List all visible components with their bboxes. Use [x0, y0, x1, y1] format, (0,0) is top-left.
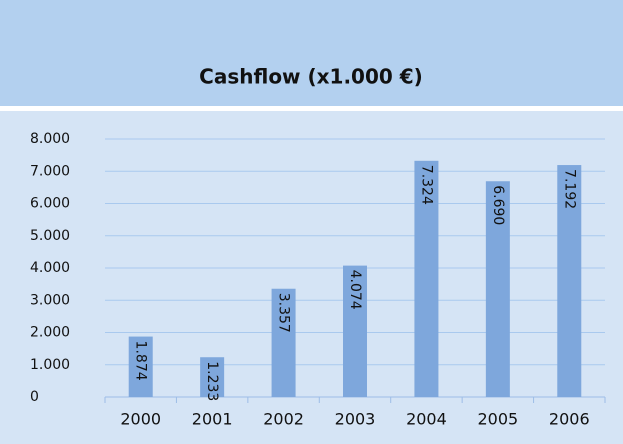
y-tick-label: 4.000 [30, 260, 70, 276]
x-tick-label: 2005 [477, 410, 518, 429]
bar [343, 265, 367, 397]
bar [128, 336, 153, 397]
y-tick-label: 1.000 [30, 357, 70, 373]
y-tick-label: 2.000 [30, 325, 70, 341]
bar [271, 288, 296, 397]
y-tick-label: 3.000 [30, 292, 70, 308]
data-label: 1.874 [133, 341, 149, 381]
data-label: 4.074 [347, 270, 363, 310]
data-label: 7.192 [561, 169, 577, 209]
bar [414, 160, 439, 397]
x-tick-label: 2006 [549, 410, 590, 429]
data-label: 6.690 [490, 185, 506, 225]
bar [485, 181, 510, 397]
data-label: 7.324 [418, 165, 434, 205]
x-tick-label: 2003 [335, 410, 376, 429]
y-tick-label: 0 [30, 389, 39, 405]
plot-background [0, 111, 623, 444]
x-tick-label: 2004 [406, 410, 447, 429]
x-tick-label: 2000 [120, 410, 161, 429]
y-tick-label: 8.000 [30, 131, 70, 147]
data-label: 1.233 [204, 361, 220, 401]
y-tick-label: 6.000 [30, 196, 70, 212]
x-tick-label: 2001 [192, 410, 233, 429]
y-tick-label: 7.000 [30, 163, 70, 179]
x-tick-label: 2002 [263, 410, 304, 429]
data-label: 3.357 [276, 293, 292, 333]
bar [200, 357, 225, 397]
y-tick-label: 5.000 [30, 228, 70, 244]
chart-title: Cashflow (x1.000 €) [199, 65, 423, 89]
title-band [0, 0, 623, 106]
bar [557, 165, 582, 397]
